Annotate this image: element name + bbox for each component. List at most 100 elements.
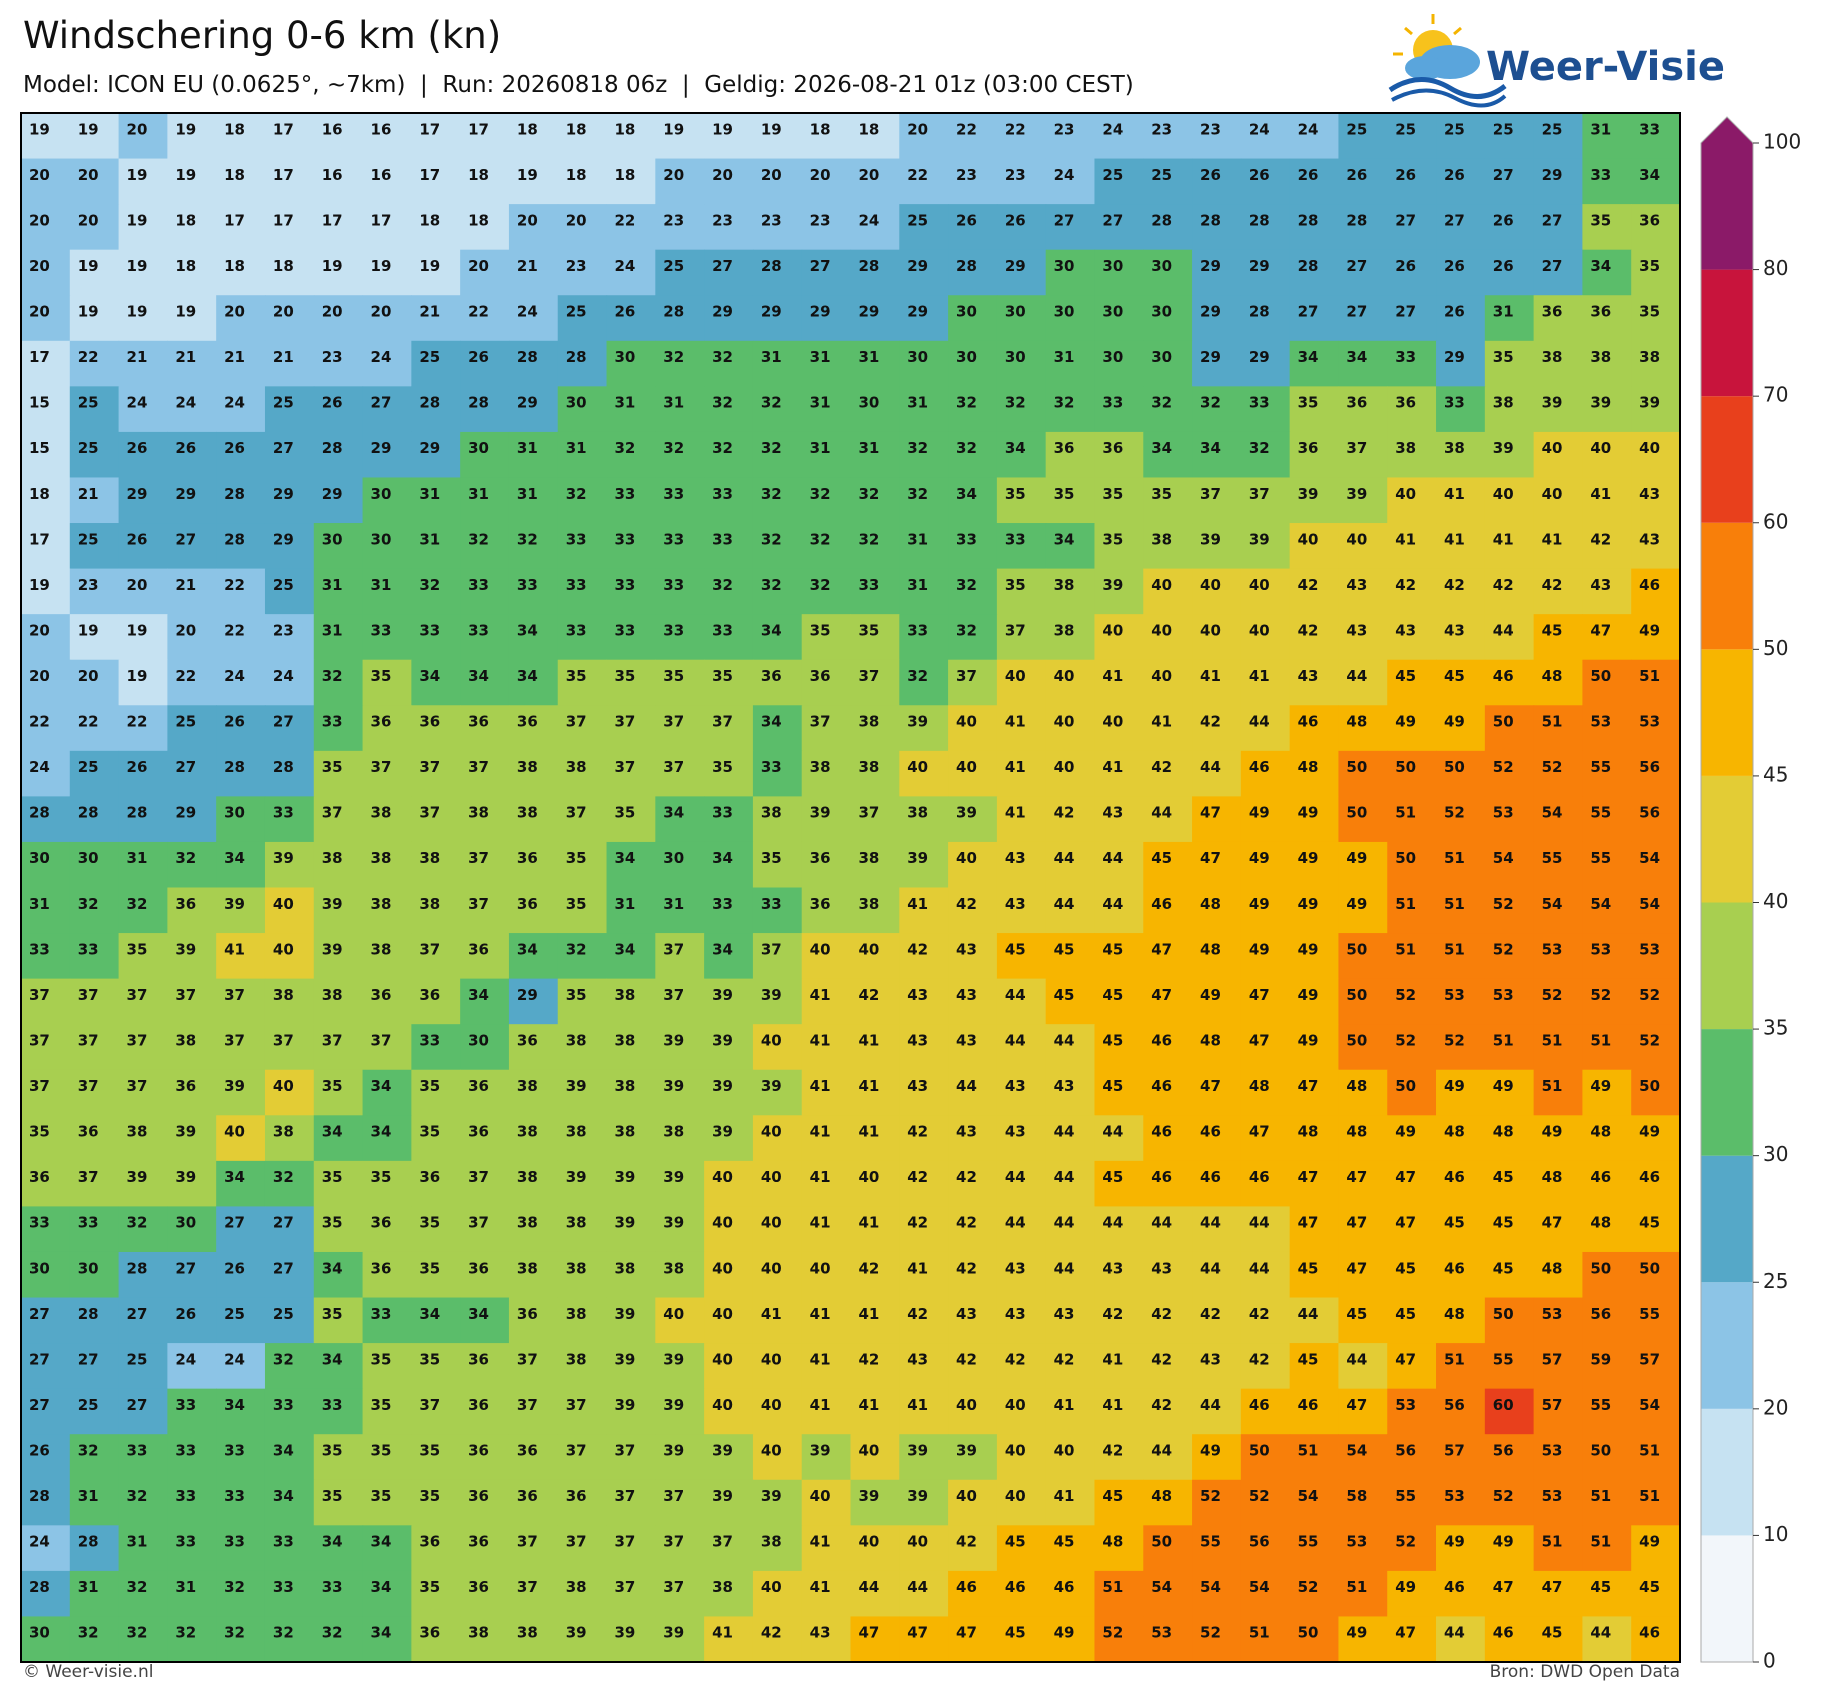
wind-shear-value: 37 [566, 804, 587, 822]
wind-shear-value: 35 [371, 1441, 392, 1459]
wind-shear-value: 41 [810, 986, 831, 1004]
field-cell [655, 113, 705, 160]
wind-shear-value: 33 [78, 1214, 99, 1232]
wind-shear-value: 19 [712, 120, 733, 138]
wind-shear-value: 37 [371, 758, 392, 776]
field-cell [508, 705, 559, 752]
field-cell [1631, 204, 1681, 251]
wind-shear-value: 48 [1298, 1123, 1319, 1141]
field-cell [264, 249, 315, 296]
wind-shear-value: 40 [712, 1396, 733, 1414]
field-cell [1192, 568, 1242, 615]
wind-shear-value: 36 [468, 1350, 489, 1368]
wind-shear-value: 31 [663, 394, 684, 412]
wind-shear-value: 38 [1639, 348, 1660, 366]
wind-shear-value: 44 [956, 1077, 977, 1095]
field-cell [655, 568, 705, 615]
wind-shear-value: 36 [371, 986, 392, 1004]
wind-shear-value: 57 [1639, 1350, 1660, 1368]
wind-shear-value: 32 [127, 1578, 148, 1596]
field-cell [1436, 431, 1486, 479]
wind-shear-value: 27 [273, 1214, 294, 1232]
field-cell [557, 204, 608, 251]
wind-shear-value: 46 [1249, 1396, 1270, 1414]
field-cell [996, 705, 1047, 752]
wind-shear-value: 52 [1542, 758, 1563, 776]
wind-shear-value: 51 [1395, 804, 1416, 822]
wind-shear-value: 27 [29, 1396, 50, 1414]
wind-shear-value: 54 [1151, 1578, 1172, 1596]
wind-shear-value: 41 [1054, 1487, 1075, 1505]
wind-shear-value: 36 [175, 895, 196, 913]
wind-shear-value: 34 [371, 1533, 392, 1551]
wind-shear-value: 34 [1151, 439, 1172, 457]
field-cell [21, 204, 71, 251]
wind-shear-value: 47 [1395, 1350, 1416, 1368]
wind-shear-value: 28 [1151, 211, 1172, 229]
wind-shear-value: 38 [907, 804, 928, 822]
wind-shear-value: 52 [1590, 986, 1611, 1004]
field-cell [1436, 705, 1486, 752]
wind-shear-value: 44 [1054, 1214, 1075, 1232]
field-cell [508, 386, 559, 433]
wind-shear-value: 20 [322, 303, 343, 321]
wind-shear-value: 48 [1200, 895, 1221, 913]
wind-shear-value: 39 [1542, 394, 1563, 412]
field-cell [801, 340, 852, 387]
wind-shear-value: 36 [468, 1077, 489, 1095]
wind-shear-value: 28 [468, 394, 489, 412]
wind-shear-value: 48 [1249, 1077, 1270, 1095]
wind-shear-value: 54 [1298, 1487, 1319, 1505]
wind-shear-value: 24 [29, 1533, 50, 1551]
field-cell [460, 477, 510, 524]
wind-shear-value: 26 [175, 1305, 196, 1323]
wind-shear-value: 33 [419, 621, 440, 639]
wind-shear-value: 42 [1151, 1396, 1172, 1414]
field-cell [362, 523, 412, 570]
wind-shear-value: 37 [29, 1031, 50, 1049]
wind-shear-value: 40 [1005, 667, 1026, 685]
wind-shear-value: 49 [1249, 895, 1270, 913]
wind-shear-value: 22 [29, 713, 50, 731]
wind-shear-value: 23 [712, 211, 733, 229]
wind-shear-value: 47 [858, 1624, 879, 1642]
wind-shear-value: 25 [273, 576, 294, 594]
wind-shear-value: 32 [956, 621, 977, 639]
field-cell [1192, 295, 1242, 342]
field-cell [21, 249, 71, 296]
wind-shear-value: 55 [1590, 1396, 1611, 1414]
field-cell [752, 249, 803, 296]
wind-shear-value: 34 [322, 1533, 343, 1551]
wind-shear-value: 24 [1298, 120, 1319, 138]
wind-shear-value: 33 [78, 940, 99, 958]
field-cell [1533, 705, 1584, 752]
wind-shear-value: 46 [1249, 758, 1270, 776]
field-cell [606, 113, 656, 160]
field-cell [1094, 204, 1144, 251]
wind-shear-value: 29 [273, 530, 294, 548]
wind-shear-value: 60 [1493, 1396, 1514, 1414]
wind-shear-value: 42 [858, 986, 879, 1004]
wind-shear-value: 43 [1200, 1350, 1221, 1368]
wind-shear-value: 32 [273, 1350, 294, 1368]
field-cell [1484, 295, 1535, 342]
field-cell [996, 523, 1047, 570]
wind-shear-value: 26 [1493, 257, 1514, 275]
subtitle: Model: ICON EU (0.0625°, ~7km) | Run: 20… [23, 72, 1134, 98]
field-cell [313, 477, 364, 524]
wind-shear-value: 27 [1493, 166, 1514, 184]
wind-shear-value: 23 [956, 166, 977, 184]
wind-shear-value: 36 [1298, 439, 1319, 457]
colorbar-tick-label: 70 [1763, 383, 1788, 407]
wind-shear-value: 40 [907, 758, 928, 776]
wind-shear-value: 37 [663, 713, 684, 731]
wind-shear-value: 26 [29, 1441, 50, 1459]
field-cell [1387, 568, 1437, 615]
field-cell [655, 523, 705, 570]
field-cell [1533, 340, 1584, 387]
field-cell [216, 750, 266, 797]
field-cell [704, 158, 754, 205]
wind-shear-value: 48 [1151, 1487, 1172, 1505]
wind-shear-value: 39 [1590, 394, 1611, 412]
wind-shear-value: 27 [175, 530, 196, 548]
